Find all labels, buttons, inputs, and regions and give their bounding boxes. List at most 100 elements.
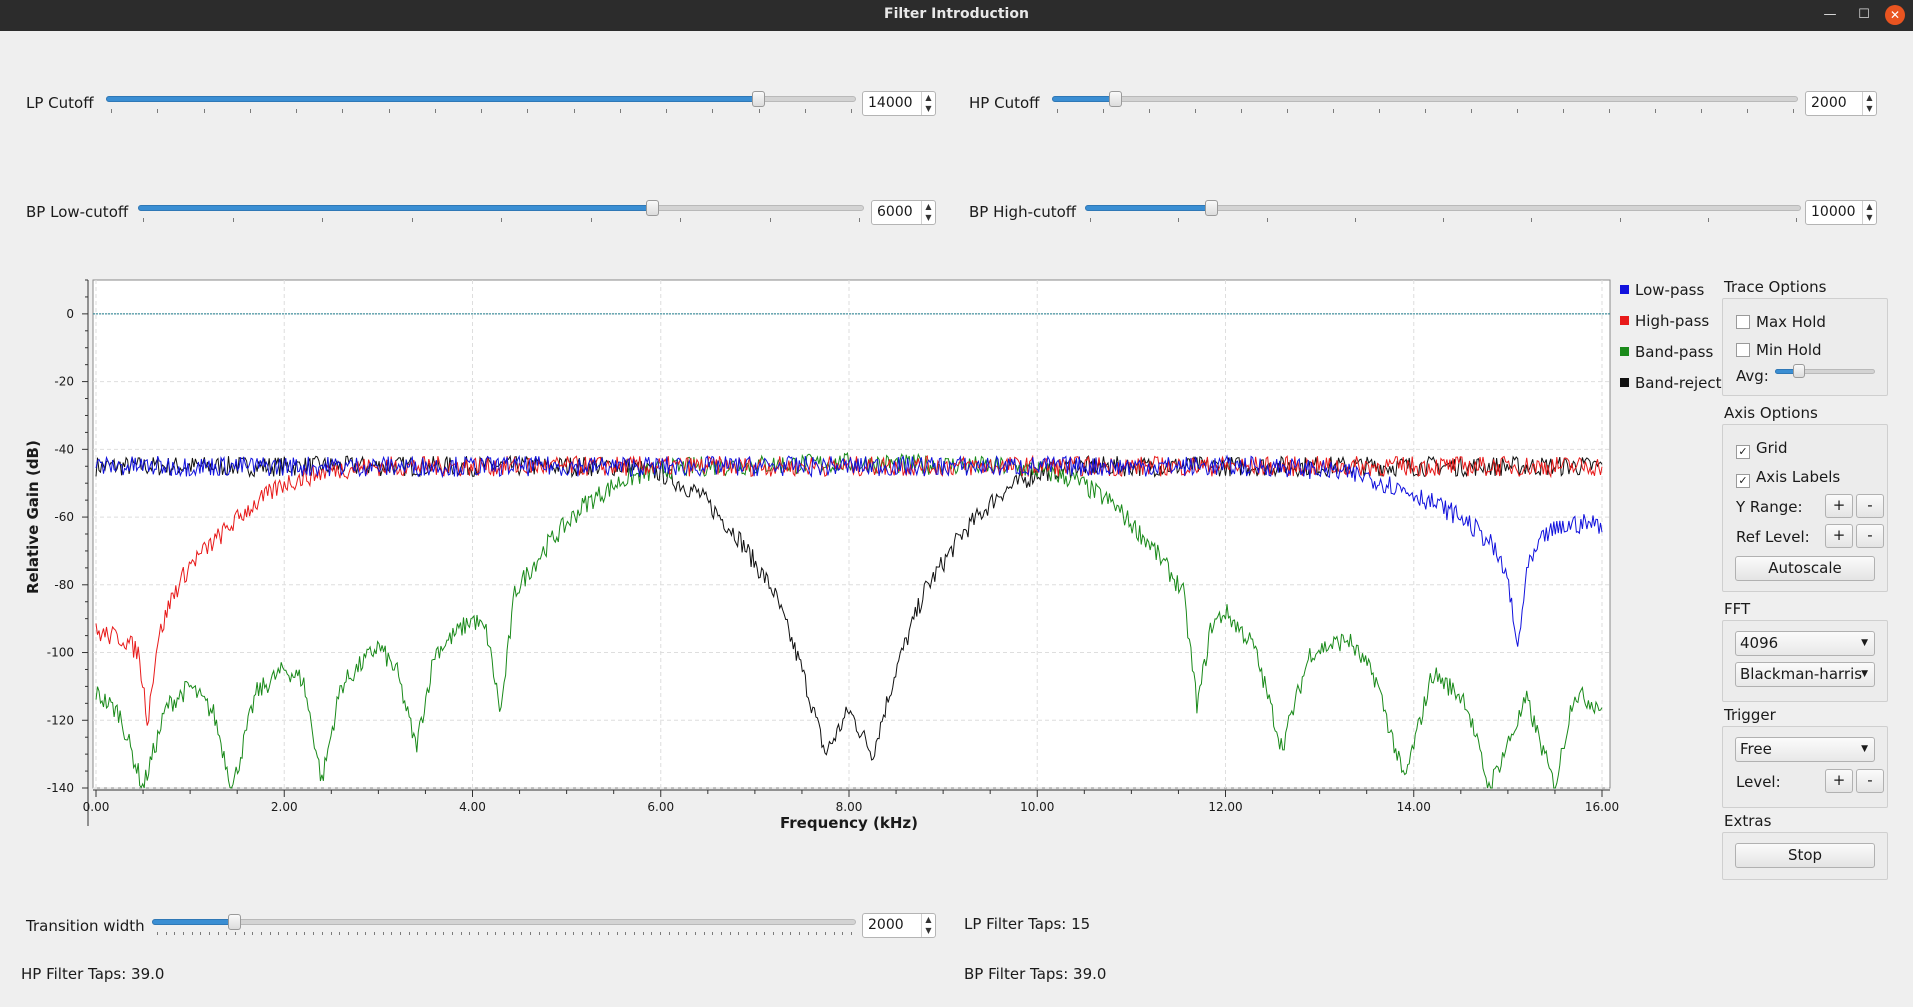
bp-high-cutoff-handle[interactable] [1205, 200, 1218, 216]
y-range-minus-button[interactable]: - [1856, 494, 1884, 518]
legend-swatch [1620, 378, 1629, 387]
window-select[interactable]: Blackman-harris ▼ [1735, 662, 1875, 687]
min-hold-label: Min Hold [1756, 341, 1822, 359]
min-hold-checkbox[interactable]: Min Hold [1736, 341, 1822, 359]
grid-checkbox[interactable]: ✓ Grid [1736, 439, 1787, 459]
hp-cutoff-handle[interactable] [1109, 91, 1122, 107]
close-icon[interactable]: ✕ [1885, 5, 1905, 25]
bp-high-cutoff-spinbox[interactable]: 10000 ▲ ▼ [1805, 200, 1877, 225]
transition-width-value[interactable]: 2000 [868, 917, 904, 933]
legend-label: Band-reject [1635, 374, 1722, 392]
hp-cutoff-spin-arrows-icon[interactable]: ▲ ▼ [1862, 92, 1876, 115]
legend-item: Band-reject [1620, 374, 1722, 392]
bp-low-cutoff-slider[interactable] [138, 198, 864, 222]
y-tick-label: -80 [54, 578, 74, 592]
x-tick-label: 10.00 [1020, 800, 1054, 814]
trigger-level-minus-button[interactable]: - [1856, 769, 1884, 793]
hp-cutoff-value[interactable]: 2000 [1811, 95, 1847, 111]
y-tick-label: -120 [47, 713, 74, 727]
y-tick-label: -20 [54, 375, 74, 389]
window-value: Blackman-harris [1740, 665, 1863, 683]
lp-cutoff-slider[interactable] [106, 89, 856, 113]
series-line-low-pass [95, 454, 1603, 647]
frequency-chart: 0 -20 -40 -60 -80 -100 -120 -140 0.00 2.00 4.00 6.0… [24, 279, 1619, 832]
grid-check-icon[interactable]: ✓ [1736, 445, 1750, 459]
legend-item: Low-pass [1620, 281, 1704, 299]
axis-labels-check-icon[interactable]: ✓ [1736, 474, 1750, 488]
fft-group: 4096 ▼ Blackman-harris ▼ [1722, 620, 1888, 702]
lp-cutoff-spinbox[interactable]: 14000 ▲ ▼ [862, 91, 936, 116]
autoscale-button[interactable]: Autoscale [1735, 556, 1875, 581]
lp-cutoff-handle[interactable] [752, 91, 765, 107]
axis-labels-label: Axis Labels [1756, 468, 1841, 486]
fft-label: FFT [1724, 600, 1751, 618]
chevron-down-icon: ▼ [1861, 669, 1868, 679]
avg-slider[interactable] [1775, 363, 1875, 381]
lp-cutoff-label: LP Cutoff [26, 94, 94, 112]
bp-low-cutoff-value[interactable]: 6000 [877, 204, 913, 220]
trigger-level-plus-button[interactable]: + [1825, 769, 1853, 793]
y-tick-label: -100 [47, 646, 74, 660]
bp-high-cutoff-value[interactable]: 10000 [1811, 204, 1856, 220]
axis-labels-checkbox[interactable]: ✓ Axis Labels [1736, 468, 1840, 488]
hp-cutoff-label: HP Cutoff [969, 94, 1040, 112]
ref-level-plus-button[interactable]: + [1825, 524, 1853, 548]
lp-cutoff-spin-arrows-icon[interactable]: ▲ ▼ [921, 92, 935, 115]
lp-cutoff-value[interactable]: 14000 [868, 95, 913, 111]
x-tick-label: 2.00 [271, 800, 298, 814]
bp-filter-taps: BP Filter Taps: 39.0 [964, 965, 1107, 983]
x-axis-title: Frequency (kHz) [780, 814, 918, 832]
legend-label: High-pass [1635, 312, 1710, 330]
max-hold-label: Max Hold [1756, 313, 1826, 331]
stop-button[interactable]: Stop [1735, 843, 1875, 868]
bp-low-cutoff-label: BP Low-cutoff [26, 203, 129, 221]
fft-size-value: 4096 [1740, 634, 1779, 652]
trigger-label: Trigger [1724, 706, 1776, 724]
bp-low-cutoff-handle[interactable] [646, 200, 659, 216]
y-tick-label: -60 [54, 510, 74, 524]
avg-label: Avg: [1736, 367, 1769, 385]
transition-width-slider[interactable] [152, 912, 856, 936]
plot-canvas [92, 279, 1611, 789]
fft-size-select[interactable]: 4096 ▼ [1735, 631, 1875, 656]
legend-swatch [1620, 316, 1629, 325]
ref-level-label: Ref Level: [1736, 528, 1810, 546]
lp-filter-taps: LP Filter Taps: 15 [964, 915, 1091, 933]
bp-high-cutoff-spin-arrows-icon[interactable]: ▲ ▼ [1862, 201, 1876, 224]
extras-label: Extras [1724, 812, 1772, 830]
x-tick-label: 14.00 [1397, 800, 1431, 814]
frequency-plot[interactable]: 0 -20 -40 -60 -80 -100 -120 -140 0.00 2.00 4.00 6.0… [24, 278, 1619, 832]
y-tick-label: -140 [47, 781, 74, 795]
extras-group: Stop [1722, 832, 1888, 880]
min-hold-box[interactable] [1736, 343, 1750, 357]
ref-level-minus-button[interactable]: - [1856, 524, 1884, 548]
maximize-icon[interactable]: ☐ [1858, 7, 1870, 22]
hp-cutoff-slider[interactable] [1052, 89, 1798, 113]
avg-handle[interactable] [1793, 364, 1805, 378]
transition-width-spinbox[interactable]: 2000 ▲ ▼ [862, 913, 936, 938]
y-range-plus-button[interactable]: + [1825, 494, 1853, 518]
legend-label: Band-pass [1635, 343, 1714, 361]
bp-high-cutoff-slider[interactable] [1085, 198, 1801, 222]
x-tick-label: 4.00 [459, 800, 486, 814]
y-tick-label: -40 [54, 442, 74, 456]
trigger-mode-select[interactable]: Free ▼ [1735, 737, 1875, 762]
max-hold-box[interactable] [1736, 315, 1750, 329]
trigger-level-label: Level: [1736, 773, 1781, 791]
window-title: Filter Introduction [884, 6, 1029, 22]
chevron-down-icon: ▼ [1861, 744, 1868, 754]
max-hold-checkbox[interactable]: Max Hold [1736, 313, 1826, 331]
transition-width-handle[interactable] [228, 914, 241, 930]
legend-swatch [1620, 285, 1629, 294]
minimize-icon[interactable]: — [1823, 7, 1837, 22]
hp-filter-taps: HP Filter Taps: 39.0 [21, 965, 165, 983]
bp-low-cutoff-spinbox[interactable]: 6000 ▲ ▼ [871, 200, 936, 225]
y-range-label: Y Range: [1736, 498, 1803, 516]
bp-low-cutoff-spin-arrows-icon[interactable]: ▲ ▼ [921, 201, 935, 224]
series-line-band-pass [95, 451, 1603, 789]
legend-label: Low-pass [1635, 281, 1705, 299]
window-titlebar: Filter Introduction [0, 0, 1913, 31]
transition-width-spin-arrows-icon[interactable]: ▲ ▼ [921, 914, 935, 937]
hp-cutoff-spinbox[interactable]: 2000 ▲ ▼ [1805, 91, 1877, 116]
trace-options-group: Max Hold Min Hold Avg: [1722, 298, 1888, 396]
